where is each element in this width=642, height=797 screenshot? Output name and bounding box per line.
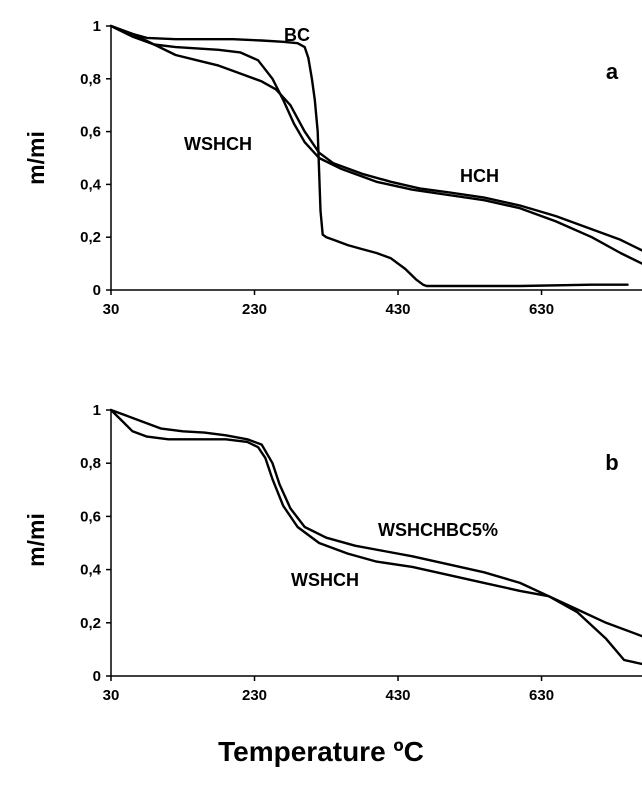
panel-a-y-tick-label: 0 (93, 282, 101, 299)
panel-b-x-tick-label: 430 (386, 687, 411, 704)
panel-b-letter: b (605, 450, 618, 475)
panel-a-y-tick-label: 0,6 (80, 124, 101, 141)
series-label-hch: HCH (460, 166, 499, 186)
panel-b-x-tick-label: 230 (242, 687, 267, 704)
panel-a-x-tick-label: 30 (103, 301, 120, 318)
panel-a-x-tick-label: 430 (386, 301, 411, 318)
panel-b-series-line-wshchbc5 (109, 408, 642, 638)
panel-b-y-tick-label: 0,6 (80, 508, 101, 525)
panel-b-ylabel: m/mi (23, 513, 49, 567)
x-axis-title: Temperature ºC (218, 736, 424, 767)
panel-b-series-line-wshch (109, 408, 642, 666)
panel-b-x-tick-label: 630 (529, 687, 554, 704)
panel-b: m/mi b 0 0,2 0,4 0,6 0,8 1 30 230 430 630 WSHCHBC… (23, 402, 642, 704)
series-label-wshch-a: WSHCH (184, 134, 252, 154)
panel-b-y-tick-label: 0,8 (80, 455, 101, 472)
panel-b-y-tick-label: 1 (93, 402, 101, 419)
series-label-bc: BC (284, 25, 310, 45)
panel-b-y-tick-label: 0 (93, 668, 101, 685)
panel-a-x-tick-label: 630 (529, 301, 554, 318)
panel-a-axes: 0 0,2 0,4 0,6 0,8 1 30 230 430 630 (80, 18, 642, 318)
panel-a-y-tick-label: 0,2 (80, 229, 101, 246)
panel-b-y-tick-label: 0,2 (80, 615, 101, 632)
panel-a-y-tick-label: 1 (93, 18, 101, 35)
panel-b-y-tick-label: 0,4 (80, 562, 102, 579)
panel-b-x-tick-label: 30 (103, 687, 120, 704)
panel-a-series-line-bc (109, 24, 629, 288)
series-label-wshch-b: WSHCH (291, 570, 359, 590)
panel-a-letter: a (606, 59, 619, 84)
panel-a-x-tick-label: 230 (242, 301, 267, 318)
series-label-wshchbc5: WSHCHBC5% (378, 520, 498, 540)
panel-a-y-tick-label: 0,4 (80, 176, 102, 193)
panel-b-curves (109, 408, 642, 666)
panel-a-curves (109, 24, 642, 288)
panel-a-ylabel: m/mi (23, 131, 49, 185)
panel-b-axes: 0 0,2 0,4 0,6 0,8 1 30 230 430 630 (80, 402, 642, 704)
panel-a-series-line-wshch (109, 24, 642, 265)
panel-a-y-tick-label: 0,8 (80, 71, 101, 88)
panel-a-series-line-hch (109, 24, 642, 252)
panel-a: m/mi a 0 0,2 0,4 0,6 0,8 1 30 230 430 630 BC WSHC… (23, 18, 642, 318)
